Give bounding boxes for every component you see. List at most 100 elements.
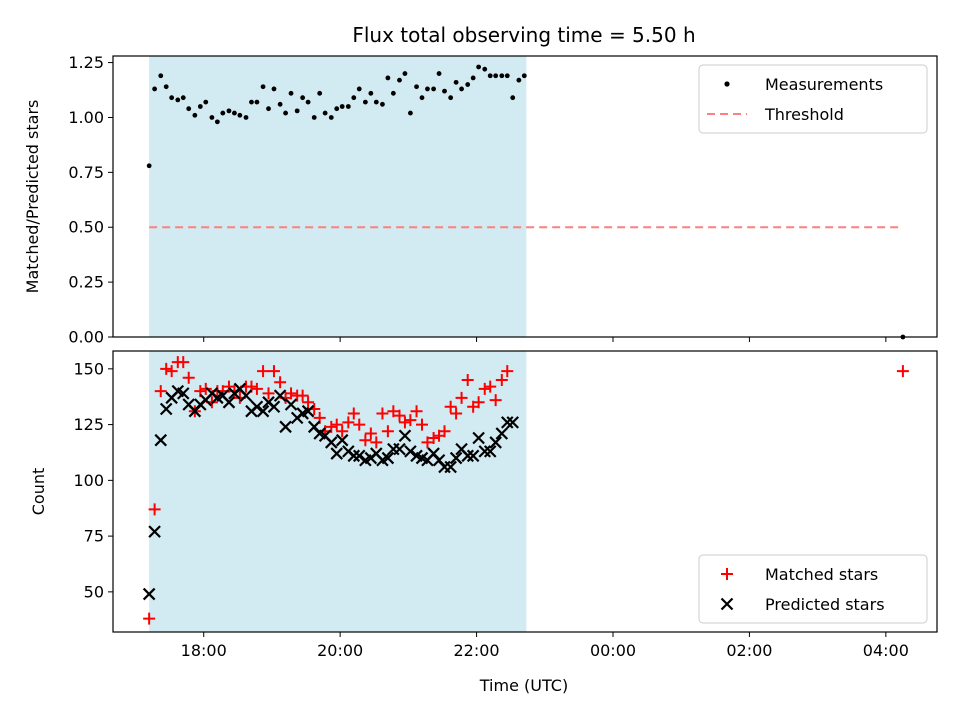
data-point — [237, 112, 243, 118]
data-point — [186, 106, 192, 112]
data-point — [381, 425, 394, 438]
y-tick-label: 1.25 — [68, 53, 104, 72]
data-point — [288, 90, 294, 96]
data-point — [301, 404, 315, 418]
data-point — [487, 73, 493, 79]
series-matched-stars — [143, 356, 909, 625]
y-tick-label: 100 — [73, 471, 104, 490]
data-point — [148, 503, 161, 516]
data-point — [330, 447, 344, 460]
y-tick-label: 75 — [84, 527, 104, 546]
data-point — [493, 73, 499, 79]
data-point — [390, 90, 396, 96]
data-point — [478, 445, 492, 458]
data-point — [376, 407, 389, 420]
data-point — [274, 376, 287, 389]
data-point — [250, 400, 264, 414]
y-axis-label: Matched/Predicted stars — [23, 100, 42, 294]
data-point — [334, 106, 340, 112]
data-point — [466, 449, 480, 463]
x-tick-label: 00:00 — [590, 641, 636, 660]
data-point — [370, 436, 383, 449]
data-point — [896, 365, 909, 378]
x-axis-label: Time (UTC) — [479, 676, 568, 695]
data-point — [159, 402, 173, 416]
data-point — [254, 99, 260, 105]
data-point — [300, 95, 306, 101]
data-point — [351, 95, 357, 101]
data-point — [414, 84, 419, 90]
data-point — [356, 86, 362, 92]
data-point — [214, 119, 220, 125]
observing-window-shade — [149, 56, 527, 337]
data-point — [197, 104, 203, 109]
y-tick-label: 125 — [73, 415, 104, 434]
data-point — [345, 104, 351, 109]
data-point — [330, 418, 343, 431]
data-point — [359, 434, 372, 447]
y-axis-label: Count — [29, 468, 48, 516]
data-point — [393, 409, 406, 422]
data-point — [450, 407, 463, 420]
data-point — [347, 449, 361, 463]
y-tick-label: 0.50 — [68, 218, 104, 237]
axes-frame — [112, 55, 938, 338]
data-point — [444, 400, 457, 413]
data-point — [425, 86, 430, 92]
data-point — [152, 86, 158, 92]
data-point — [143, 612, 156, 625]
data-point — [284, 398, 298, 411]
data-point — [482, 66, 488, 72]
data-point — [393, 442, 406, 456]
data-point — [489, 436, 502, 449]
data-point — [438, 425, 451, 438]
data-point — [260, 84, 266, 90]
data-point — [470, 75, 476, 81]
data-point — [402, 71, 408, 76]
data-point — [436, 71, 442, 76]
data-point — [257, 365, 270, 378]
data-point — [142, 587, 156, 601]
x-tick-label: 20:00 — [317, 641, 363, 660]
data-point — [163, 84, 169, 90]
data-point — [182, 371, 195, 384]
data-point — [419, 95, 425, 101]
data-point — [249, 99, 254, 105]
legend: Measurements Threshold — [698, 64, 928, 134]
data-point — [165, 365, 178, 378]
data-point — [279, 420, 292, 434]
y-tick-label: 50 — [84, 582, 104, 601]
data-point — [256, 404, 270, 418]
data-point — [364, 427, 377, 440]
data-point — [362, 99, 368, 105]
data-point — [510, 95, 516, 101]
data-point — [448, 95, 454, 101]
data-point — [154, 433, 168, 447]
data-point — [339, 104, 345, 109]
data-point — [222, 396, 236, 409]
data-point — [495, 427, 509, 440]
data-point — [169, 95, 175, 101]
y-tick-label: 1.00 — [68, 108, 104, 127]
data-point — [427, 431, 440, 444]
data-point — [387, 405, 400, 418]
data-point — [220, 110, 226, 116]
data-point — [266, 106, 271, 112]
data-point — [335, 433, 349, 447]
legend-label: Matched stars — [765, 565, 878, 584]
data-point — [499, 73, 505, 79]
legend-label: Measurements — [765, 75, 883, 94]
y-tick-label: 0.75 — [68, 163, 104, 182]
data-point — [273, 389, 287, 402]
data-point — [347, 407, 360, 420]
data-point — [398, 416, 411, 429]
data-point — [421, 436, 434, 449]
data-point — [408, 110, 413, 116]
data-point — [302, 396, 315, 409]
data-point — [516, 77, 522, 83]
data-point — [455, 391, 468, 404]
data-point — [199, 382, 212, 395]
legend-label: Threshold — [764, 105, 844, 124]
axes-frame — [112, 350, 938, 633]
